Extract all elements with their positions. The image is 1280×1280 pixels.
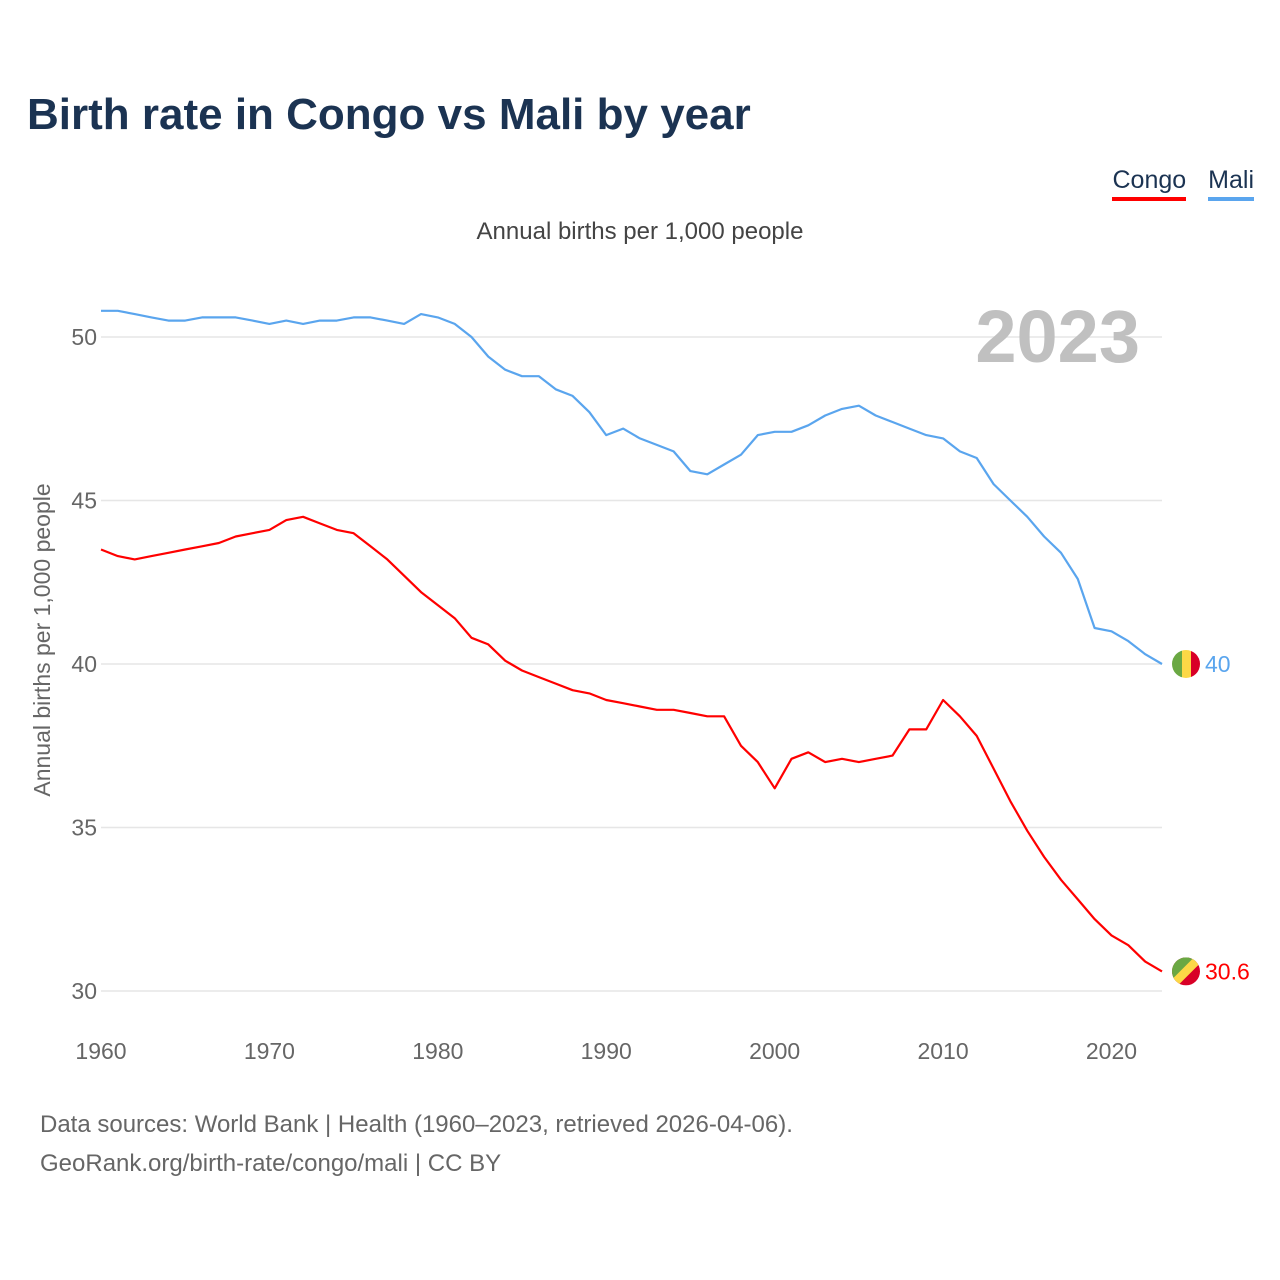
series-line-congo: [100, 515, 1163, 973]
y-tick-label: 35: [71, 815, 97, 841]
y-tick-label: 40: [71, 651, 97, 677]
source-link[interactable]: GeoRank.org/birth-rate/congo/mali | CC B…: [40, 1150, 502, 1177]
legend-item-mali[interactable]: Mali: [1208, 166, 1254, 201]
congo-flag-icon: [1172, 957, 1200, 986]
year-watermark: 2023: [975, 295, 1140, 378]
x-tick-label: 1960: [75, 1038, 126, 1064]
mali-flag-icon: [1172, 650, 1200, 678]
y-tick-label: 45: [71, 488, 97, 514]
chart-subtitle: Annual births per 1,000 people: [476, 218, 804, 245]
y-tick-label: 30: [71, 978, 97, 1004]
y-tick-label: 50: [71, 324, 97, 350]
x-tick-label: 1980: [412, 1038, 463, 1064]
legend: Congo Mali: [1112, 166, 1254, 201]
series-line-mali: [101, 309, 1163, 665]
y-axis-label: Annual births per 1,000 people: [29, 483, 55, 796]
end-value-label-mali: 40: [1205, 651, 1231, 677]
chart-title: Birth rate in Congo vs Mali by year: [27, 90, 751, 139]
legend-item-congo[interactable]: Congo: [1112, 166, 1187, 201]
x-tick-label: 2000: [749, 1038, 800, 1064]
source-note: Data sources: World Bank | Health (1960–…: [40, 1111, 793, 1138]
footer: Data sources: World Bank | Health (1960–…: [40, 1105, 793, 1183]
x-tick-label: 1970: [244, 1038, 295, 1064]
x-tick-label: 2010: [917, 1038, 968, 1064]
x-tick-label: 1990: [581, 1038, 632, 1064]
end-value-label-congo: 30.6: [1205, 958, 1250, 984]
x-tick-label: 2020: [1086, 1038, 1137, 1064]
